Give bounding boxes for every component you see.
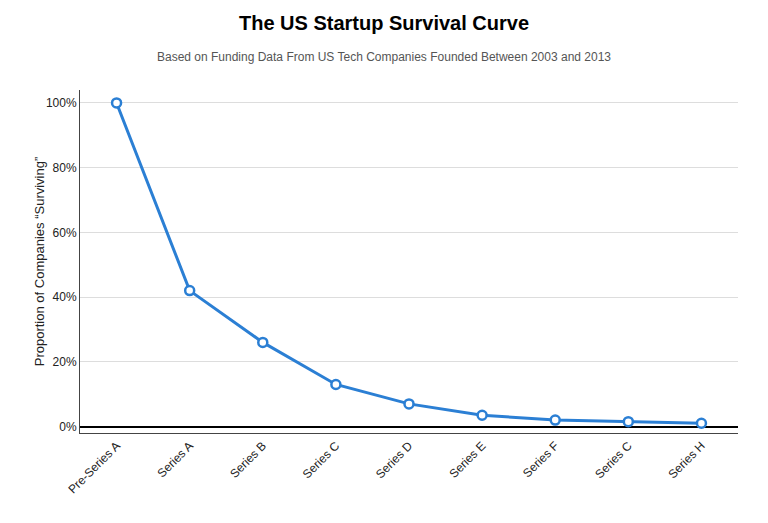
svg-text:40%: 40% [53, 290, 77, 304]
svg-text:Series B: Series B [227, 439, 269, 481]
svg-text:Series F: Series F [520, 439, 561, 480]
svg-text:The US Startup Survival Curve: The US Startup Survival Curve [239, 12, 529, 34]
svg-text:Proportion of Companies “Survi: Proportion of Companies “Surviving” [32, 157, 47, 367]
svg-text:Series E: Series E [447, 439, 489, 481]
svg-text:0%: 0% [59, 420, 77, 434]
svg-text:20%: 20% [53, 355, 77, 369]
svg-text:Based on Funding Data From US: Based on Funding Data From US Tech Compa… [157, 50, 611, 64]
svg-text:60%: 60% [53, 226, 77, 240]
svg-text:80%: 80% [53, 161, 77, 175]
svg-text:100%: 100% [46, 96, 77, 110]
svg-text:Series C: Series C [300, 439, 343, 482]
svg-text:Pre-Series A: Pre-Series A [65, 439, 123, 497]
svg-text:Series C: Series C [592, 439, 635, 482]
svg-text:Series A: Series A [155, 439, 197, 481]
svg-text:Series D: Series D [373, 439, 416, 482]
svg-text:Series H: Series H [665, 439, 707, 481]
